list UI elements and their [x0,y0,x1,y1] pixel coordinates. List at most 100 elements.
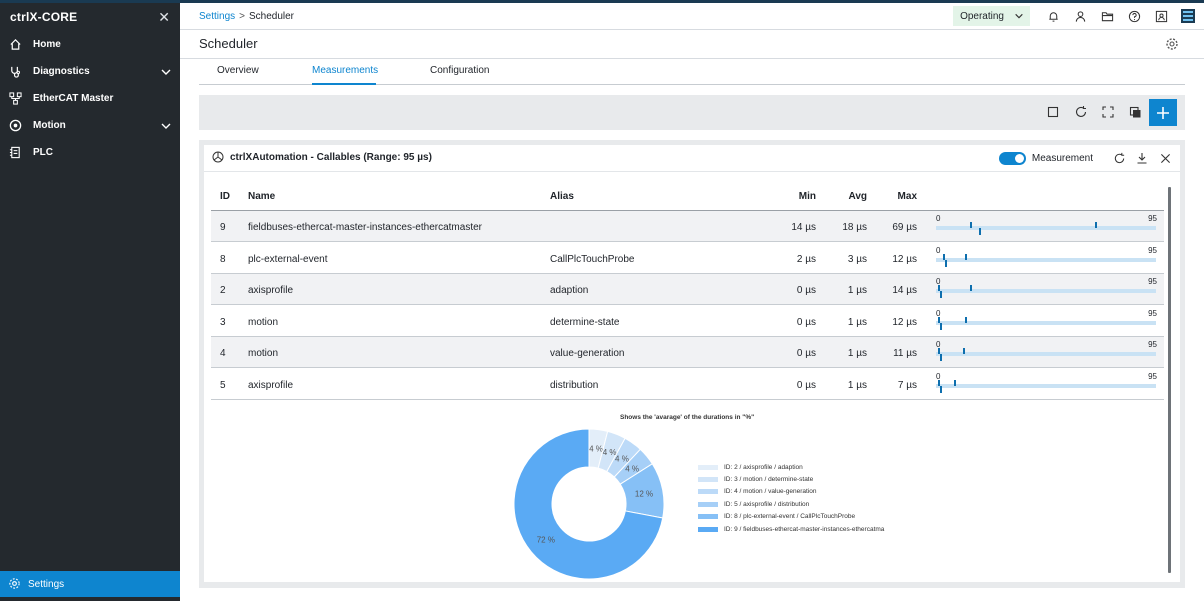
sidebar-item-diagnostics[interactable]: Diagnostics [0,58,180,85]
tab-overview[interactable]: Overview [217,65,259,76]
column-header-id: ID [220,191,230,202]
ethercat-icon [8,92,22,106]
chevron-down-icon[interactable] [160,120,172,132]
card-title: ctrlXAutomation - Callables (Range: 95 µ… [230,151,432,163]
legend-item[interactable]: ID: 3 / motion / determine-state [698,473,884,485]
sidebar-item-label: Home [33,39,61,50]
row-min: 0 µs [796,316,816,328]
min-tick [969,222,972,228]
table-row[interactable]: 9 fieldbuses-ethercat-master-instances-et… [211,211,1164,242]
device-logo-icon[interactable] [1181,9,1195,23]
legend-item[interactable]: ID: 5 / axisprofile / distribution [698,498,884,510]
row-max: 14 µs [892,285,917,297]
table-row[interactable]: 8 plc-external-event CallPlcTouchProbe 2 µs… [211,243,1164,274]
range-max-label: 95 [1148,308,1157,318]
fullscreen-icon[interactable] [1100,104,1116,120]
range-min-label: 0 [936,245,941,255]
range-max-label: 95 [1148,372,1157,381]
row-id: 2 [220,285,226,297]
row-alias: distribution [550,380,599,391]
stop-icon[interactable] [1045,104,1061,120]
column-header-min: Min [798,191,816,202]
chevron-down-icon[interactable] [160,66,172,78]
row-name: axisprofile [248,285,294,297]
row-max: 11 µs [893,348,917,360]
legend-item[interactable]: ID: 4 / motion / value-generation [698,486,884,498]
sidebar-item-home[interactable]: Home [0,31,180,58]
reset-icon[interactable] [1112,151,1126,165]
legend-item[interactable]: ID: 8 / plc-external-event / CallPlcTouc… [698,511,884,523]
sidebar-item-motion[interactable]: Motion [0,112,180,139]
range-max-label: 95 [1148,340,1157,350]
avg-tick [940,386,943,393]
sidebar-item-ethercat-master[interactable]: EtherCAT Master [0,85,180,112]
top-header: Settings > Scheduler Operating [180,3,1204,30]
refresh-icon[interactable] [1073,104,1089,120]
range-max-label: 95 [1148,214,1157,223]
table-row[interactable]: 4 motion value-generation 0 µs 1 µs 11 µs 0 95 [211,337,1164,369]
notifications-bell-icon[interactable] [1040,3,1067,30]
table-row[interactable]: 2 axisprofile adaption 0 µs 1 µs 14 µs 0 95 [211,274,1164,306]
legend-item[interactable]: ID: 2 / axisprofile / adaption [698,461,884,473]
header-actions: Operating [953,3,1204,29]
operating-state-select[interactable]: Operating [953,6,1030,26]
user-icon[interactable] [1067,3,1094,30]
add-button[interactable] [1149,99,1177,126]
card-actions: Measurement [998,150,1172,166]
page-settings-gear-icon[interactable] [1165,37,1179,51]
row-avg: 18 µs [842,222,867,233]
plc-icon [8,146,22,160]
table-row[interactable]: 5 axisprofile distribution 0 µs 1 µs 7 µs 0 95 [211,369,1164,400]
max-tick [965,316,968,323]
min-tick [938,285,940,292]
tab-measurements[interactable]: Measurements [312,65,379,76]
gear-icon [8,577,22,591]
sidebar-item-plc[interactable]: PLC [0,139,180,166]
row-name: fieldbuses-ethercat-master-instances-eth… [248,222,482,233]
range-track [936,384,1156,388]
download-icon[interactable] [1135,151,1149,165]
plus-icon [1157,106,1169,119]
range-max-label: 95 [1148,277,1157,287]
copy-icon[interactable] [1127,104,1143,120]
sidebar-item-settings[interactable]: Settings [0,571,180,597]
top-accent-bar [0,0,1204,3]
avg-tick [940,322,943,330]
pie-slice-label: 4 % [589,444,603,453]
sidebar-item-label: Settings [28,578,65,590]
contact-card-icon[interactable] [1148,3,1175,30]
row-id: 3 [220,316,226,328]
row-alias: value-generation [550,348,625,360]
legend-label: ID: 9 / fieldbuses-ethercat-master-insta… [724,525,885,533]
pie-slice[interactable] [513,428,664,580]
close-icon[interactable] [1158,151,1172,165]
motion-icon [8,119,22,133]
legend-item[interactable]: ID: 9 / fieldbuses-ethercat-master-insta… [698,523,884,535]
row-name: motion [248,348,279,360]
row-name: axisprofile [248,380,294,391]
legend-swatch [698,464,718,470]
table-row[interactable]: 3 motion determine-state 0 µs 1 µs 12 µs 0 95 [211,306,1164,337]
measurement-toggle[interactable] [998,151,1026,165]
card-container: ctrlXAutomation - Callables (Range: 95 µ… [199,140,1185,588]
legend-swatch [698,489,718,495]
max-tick [963,348,965,355]
max-tick [1094,222,1097,228]
row-avg: 1 µs [847,285,867,297]
pie-slice-label: 4 % [625,464,639,473]
row-max: 12 µs [892,316,917,328]
folder-icon[interactable] [1094,3,1121,30]
range-bar: 0 95 [936,370,1161,399]
breadcrumb-settings-link[interactable]: Settings [199,10,236,22]
sidebar-item-label: Diagnostics [33,66,90,77]
tab-configuration[interactable]: Configuration [430,65,490,76]
help-icon[interactable] [1121,3,1148,30]
column-header-avg: Avg [848,191,867,202]
max-tick [965,253,968,260]
range-min-label: 0 [936,340,941,350]
avg-tick [940,291,943,299]
title-divider [180,58,1204,59]
close-sidebar-icon[interactable]: ✕ [158,8,170,25]
table-scrollbar[interactable] [1168,187,1171,573]
measurement-label: Measurement [1031,152,1093,164]
